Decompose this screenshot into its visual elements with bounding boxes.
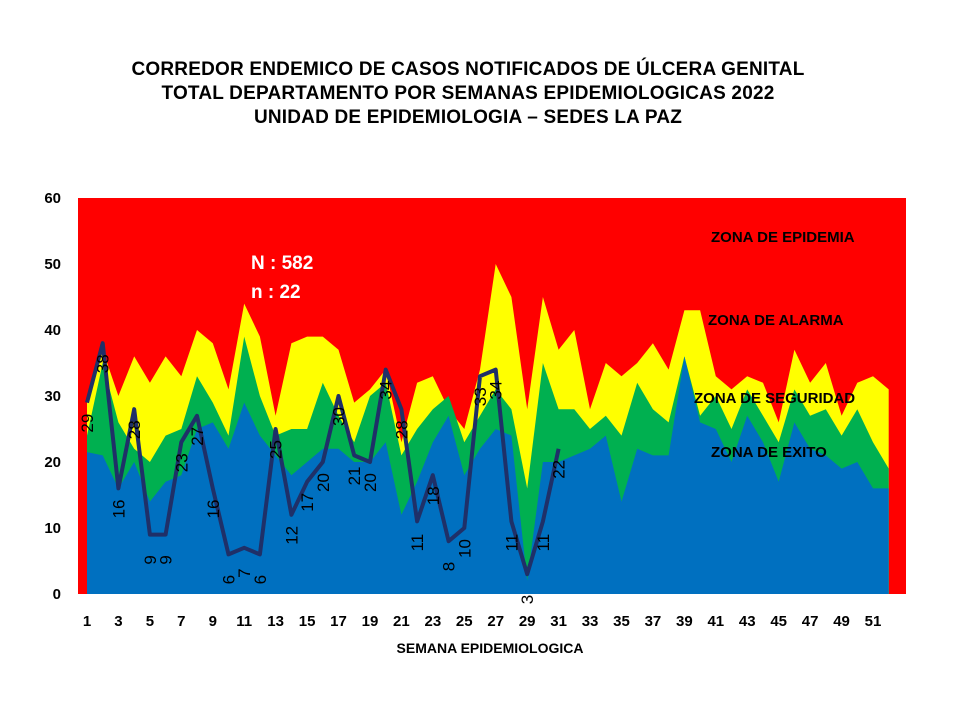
y-tick-label: 10 bbox=[44, 520, 61, 537]
data-label: 6 bbox=[219, 575, 238, 584]
x-tick-label: 9 bbox=[209, 613, 217, 630]
data-label: 34 bbox=[487, 381, 506, 400]
data-label: 6 bbox=[251, 575, 270, 584]
x-tick-label: 35 bbox=[613, 613, 630, 630]
y-tick-label: 20 bbox=[44, 454, 61, 471]
data-label: 16 bbox=[204, 499, 223, 518]
data-label: 17 bbox=[298, 493, 317, 512]
chart-title: CORREDOR ENDEMICO DE CASOS NOTIFICADOS D… bbox=[0, 58, 936, 130]
y-tick-label: 0 bbox=[53, 586, 61, 603]
data-label: 12 bbox=[282, 526, 301, 545]
data-label: 20 bbox=[314, 473, 333, 492]
data-label: 25 bbox=[267, 440, 286, 459]
y-tick-label: 40 bbox=[44, 322, 61, 339]
x-tick-label: 1 bbox=[83, 613, 91, 630]
data-label: 18 bbox=[424, 486, 443, 505]
x-tick-label: 21 bbox=[393, 613, 410, 630]
zone-label-seguridad: ZONA DE SEGURIDAD bbox=[694, 390, 855, 407]
x-tick-label: 25 bbox=[456, 613, 473, 630]
data-label: 21 bbox=[345, 466, 364, 485]
data-label: 33 bbox=[471, 387, 490, 406]
zone-exito-area bbox=[87, 356, 889, 594]
data-label: 38 bbox=[94, 354, 113, 373]
x-tick-label: 23 bbox=[424, 613, 441, 630]
x-axis-label: SEMANA EPIDEMIOLOGICA bbox=[397, 640, 584, 656]
data-label: 27 bbox=[188, 427, 207, 446]
zone-label-exito: ZONA DE EXITO bbox=[711, 444, 827, 461]
x-tick-label: 11 bbox=[236, 613, 252, 630]
title-line-2: TOTAL DEPARTAMENTO POR SEMANAS EPIDEMIOL… bbox=[161, 83, 775, 104]
data-label: 8 bbox=[440, 562, 459, 571]
x-tick-label: 3 bbox=[114, 613, 122, 630]
y-tick-label: 60 bbox=[44, 190, 61, 207]
x-axis-ticks: 1 3 5 7 9 11 13 15 17 19 21 23 25 27 29 31 33 35 37 39 41 43 4… bbox=[83, 613, 882, 630]
x-tick-label: 19 bbox=[362, 613, 379, 630]
data-label: 34 bbox=[377, 381, 396, 400]
data-label: 29 bbox=[78, 414, 97, 433]
data-label: 11 bbox=[534, 534, 553, 552]
x-tick-label: 17 bbox=[330, 613, 347, 630]
data-label: 9 bbox=[157, 555, 176, 564]
data-label: 11 bbox=[502, 534, 521, 552]
x-tick-label: 47 bbox=[802, 613, 819, 630]
data-label: 10 bbox=[455, 539, 474, 558]
title-line-3: UNIDAD DE EPIDEMIOLOGIA – SEDES LA PAZ bbox=[253, 107, 683, 128]
zone-label-alarma: ZONA DE ALARMA bbox=[708, 312, 844, 329]
x-tick-label: 7 bbox=[177, 613, 185, 630]
data-label: 28 bbox=[392, 420, 411, 439]
data-label: 20 bbox=[361, 473, 380, 492]
x-tick-label: 43 bbox=[739, 613, 756, 630]
x-tick-label: 31 bbox=[550, 613, 567, 630]
data-label: 23 bbox=[172, 453, 191, 472]
weekly-cases-line bbox=[85, 341, 561, 577]
x-tick-label: 49 bbox=[833, 613, 850, 630]
x-tick-label: 45 bbox=[770, 613, 787, 630]
x-tick-label: 39 bbox=[676, 613, 693, 630]
data-label: 9 bbox=[141, 555, 160, 564]
total-cases-annotation: N : 582 bbox=[251, 253, 313, 274]
y-axis-ticks: 0 10 20 30 40 50 60 bbox=[44, 190, 61, 603]
data-label: 22 bbox=[550, 460, 569, 479]
data-label: 11 bbox=[408, 534, 427, 552]
weekly-cases-annotation: n : 22 bbox=[251, 282, 301, 303]
zone-label-epidemia: ZONA DE EPIDEMIA bbox=[711, 229, 855, 246]
title-line-1: CORREDOR ENDEMICO DE CASOS NOTIFICADOS D… bbox=[131, 59, 805, 80]
x-tick-label: 33 bbox=[582, 613, 599, 630]
data-label: 16 bbox=[109, 499, 128, 518]
x-tick-label: 27 bbox=[487, 613, 504, 630]
x-tick-label: 5 bbox=[146, 613, 154, 630]
x-tick-label: 15 bbox=[299, 613, 316, 630]
data-label: 28 bbox=[125, 420, 144, 439]
data-label: 3 bbox=[518, 595, 537, 604]
y-tick-label: 30 bbox=[44, 388, 61, 405]
plot-area: 2938162899232716676251217203021203428111… bbox=[78, 198, 906, 604]
x-tick-label: 41 bbox=[707, 613, 724, 630]
data-label: 7 bbox=[235, 568, 254, 577]
x-tick-label: 13 bbox=[267, 613, 284, 630]
x-tick-label: 37 bbox=[645, 613, 662, 630]
y-tick-label: 50 bbox=[44, 256, 61, 273]
x-tick-label: 51 bbox=[865, 613, 882, 630]
x-tick-label: 29 bbox=[519, 613, 536, 630]
data-label: 30 bbox=[330, 407, 349, 426]
